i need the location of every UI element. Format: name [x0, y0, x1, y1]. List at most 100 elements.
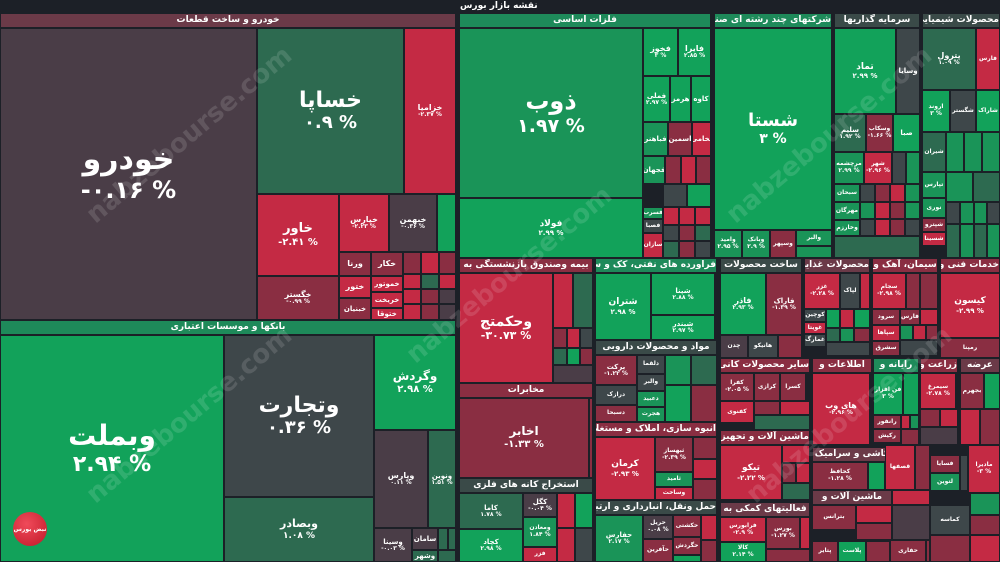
- sector-header[interactable]: محصولات شیمیایی: [922, 13, 1000, 28]
- stock-tile[interactable]: وخارزم: [834, 220, 860, 236]
- stock-tile[interactable]: سازان: [643, 233, 663, 258]
- stock-tile[interactable]: [984, 373, 1000, 409]
- treemap-cell[interactable]: [890, 202, 905, 219]
- treemap-cell[interactable]: [439, 304, 456, 320]
- treemap-cell[interactable]: [589, 398, 593, 478]
- treemap-cell[interactable]: [701, 540, 717, 562]
- stock-tile[interactable]: وحکمتج -۳۰.۷۳ %: [459, 273, 553, 383]
- stock-tile[interactable]: خساپا ۰.۹ %: [257, 28, 404, 194]
- stock-tile[interactable]: فملی ۲.۹۷ %: [643, 76, 670, 122]
- treemap-cell[interactable]: [970, 535, 1000, 562]
- treemap-cell[interactable]: [910, 415, 919, 429]
- treemap-cell[interactable]: [782, 445, 810, 463]
- stock-tile[interactable]: خگستر -۰.۹۹ %: [257, 276, 339, 320]
- treemap-cell[interactable]: [868, 462, 885, 490]
- treemap-cell[interactable]: [580, 348, 593, 365]
- treemap-cell[interactable]: [826, 342, 870, 356]
- treemap-cell[interactable]: [926, 540, 930, 562]
- treemap-cell[interactable]: [695, 207, 711, 225]
- treemap-cell[interactable]: [403, 252, 421, 274]
- sector-header[interactable]: محصولات غذایی و: [804, 258, 870, 273]
- treemap-cell[interactable]: [575, 493, 593, 528]
- treemap-cell[interactable]: [553, 365, 593, 383]
- treemap-cell[interactable]: [982, 132, 1000, 172]
- stock-tile[interactable]: خزامیا -۲.۳۷ %: [404, 28, 456, 194]
- stock-tile[interactable]: حگردش: [673, 537, 701, 555]
- stock-tile[interactable]: لتوین: [930, 473, 960, 491]
- treemap-cell[interactable]: [905, 202, 920, 219]
- stock-tile[interactable]: سیمرغ -۲.۷۸ %: [920, 373, 956, 409]
- treemap-cell[interactable]: [892, 152, 906, 184]
- stock-tile[interactable]: کاما ۱.۷۸ %: [459, 493, 523, 529]
- treemap-cell[interactable]: [866, 541, 890, 562]
- treemap-cell[interactable]: [920, 427, 958, 445]
- stock-tile[interactable]: حریل ۰.۰۸ %: [643, 515, 673, 539]
- treemap-cell[interactable]: [960, 224, 974, 258]
- stock-tile[interactable]: وگردش ۲.۹۸ %: [374, 335, 456, 430]
- stock-tile[interactable]: غمارگ: [804, 334, 826, 347]
- stock-tile[interactable]: پلاست: [838, 541, 866, 562]
- stock-tile[interactable]: فخوز ۳ %: [643, 28, 678, 76]
- treemap-cell[interactable]: [403, 274, 421, 289]
- treemap-cell[interactable]: [663, 241, 679, 258]
- stock-tile[interactable]: فارس: [976, 28, 1000, 90]
- stock-tile[interactable]: مهرگان: [834, 202, 860, 220]
- stock-tile[interactable]: مرچشمه ۲.۹۹ %: [834, 152, 864, 184]
- stock-tile[interactable]: خاور -۲.۴۱ %: [257, 194, 339, 276]
- stock-tile[interactable]: کیسون -۲.۹۹ %: [940, 273, 1000, 338]
- stock-tile[interactable]: کماسه: [930, 505, 970, 535]
- stock-tile[interactable]: شاراک: [976, 90, 1000, 132]
- treemap-cell[interactable]: [946, 172, 973, 202]
- stock-tile[interactable]: ومعادن ۱.۸۴ %: [523, 517, 557, 547]
- stock-tile[interactable]: کسرا: [780, 373, 806, 401]
- stock-tile[interactable]: ورنا: [339, 252, 371, 276]
- treemap-cell[interactable]: [701, 515, 717, 540]
- treemap-cell[interactable]: [826, 328, 840, 342]
- stock-tile[interactable]: وبصادر ۱.۰۸ %: [224, 497, 374, 562]
- treemap-cell[interactable]: [796, 463, 810, 483]
- stock-tile[interactable]: کفنوی: [720, 401, 754, 423]
- treemap-cell[interactable]: [778, 335, 802, 358]
- treemap-cell[interactable]: [905, 184, 920, 202]
- sector-header[interactable]: شرکتهای چند رشته ای صنعتی: [714, 13, 832, 28]
- stock-tile[interactable]: نوری: [922, 198, 946, 218]
- treemap-cell[interactable]: [860, 219, 875, 236]
- stock-tile[interactable]: سپاها: [872, 325, 900, 341]
- treemap-cell[interactable]: [691, 355, 717, 385]
- treemap-cell[interactable]: [860, 184, 875, 202]
- treemap-cell[interactable]: [946, 132, 964, 172]
- sector-header[interactable]: حمل ونقل، انبارداری و ارتباطات: [595, 500, 717, 515]
- treemap-cell[interactable]: [920, 409, 940, 427]
- stock-tile[interactable]: رکیش: [873, 429, 901, 443]
- treemap-cell[interactable]: [557, 528, 575, 562]
- sector-header[interactable]: مواد و محصولات دارویی: [595, 340, 717, 355]
- stock-tile[interactable]: شهر -۲.۹۶ %: [864, 152, 892, 184]
- stock-tile[interactable]: فولاد ۲.۹۹ %: [459, 198, 643, 258]
- treemap-cell[interactable]: [980, 409, 1000, 445]
- sector-header[interactable]: زراعت و: [920, 358, 958, 373]
- sector-header[interactable]: فعالیتهای کمکی به: [720, 502, 810, 517]
- stock-tile[interactable]: فارس: [900, 309, 920, 325]
- stock-tile[interactable]: غزر -۲.۲۸ %: [804, 273, 840, 309]
- treemap-cell[interactable]: [913, 325, 926, 340]
- stock-tile[interactable]: حفاری: [890, 540, 926, 562]
- stock-tile[interactable]: [696, 156, 711, 184]
- treemap-cell[interactable]: [840, 328, 854, 342]
- stock-tile[interactable]: صبا: [893, 114, 920, 152]
- stock-tile[interactable]: [437, 194, 456, 252]
- treemap-cell[interactable]: [915, 445, 930, 490]
- treemap-cell[interactable]: [860, 202, 875, 219]
- treemap-cell[interactable]: [553, 273, 573, 328]
- treemap-cell[interactable]: [854, 309, 870, 328]
- treemap-cell[interactable]: [900, 340, 938, 356]
- treemap-cell[interactable]: [974, 224, 987, 258]
- sector-header[interactable]: ماشین آلات و: [812, 490, 892, 505]
- treemap-cell[interactable]: [665, 385, 691, 422]
- treemap-cell[interactable]: [715, 273, 717, 340]
- treemap-cell[interactable]: [834, 236, 920, 258]
- treemap-cell[interactable]: [854, 328, 870, 342]
- stock-tile[interactable]: شسینا: [922, 232, 946, 246]
- stock-tile[interactable]: والبر: [796, 230, 832, 246]
- treemap-cell[interactable]: [960, 455, 968, 491]
